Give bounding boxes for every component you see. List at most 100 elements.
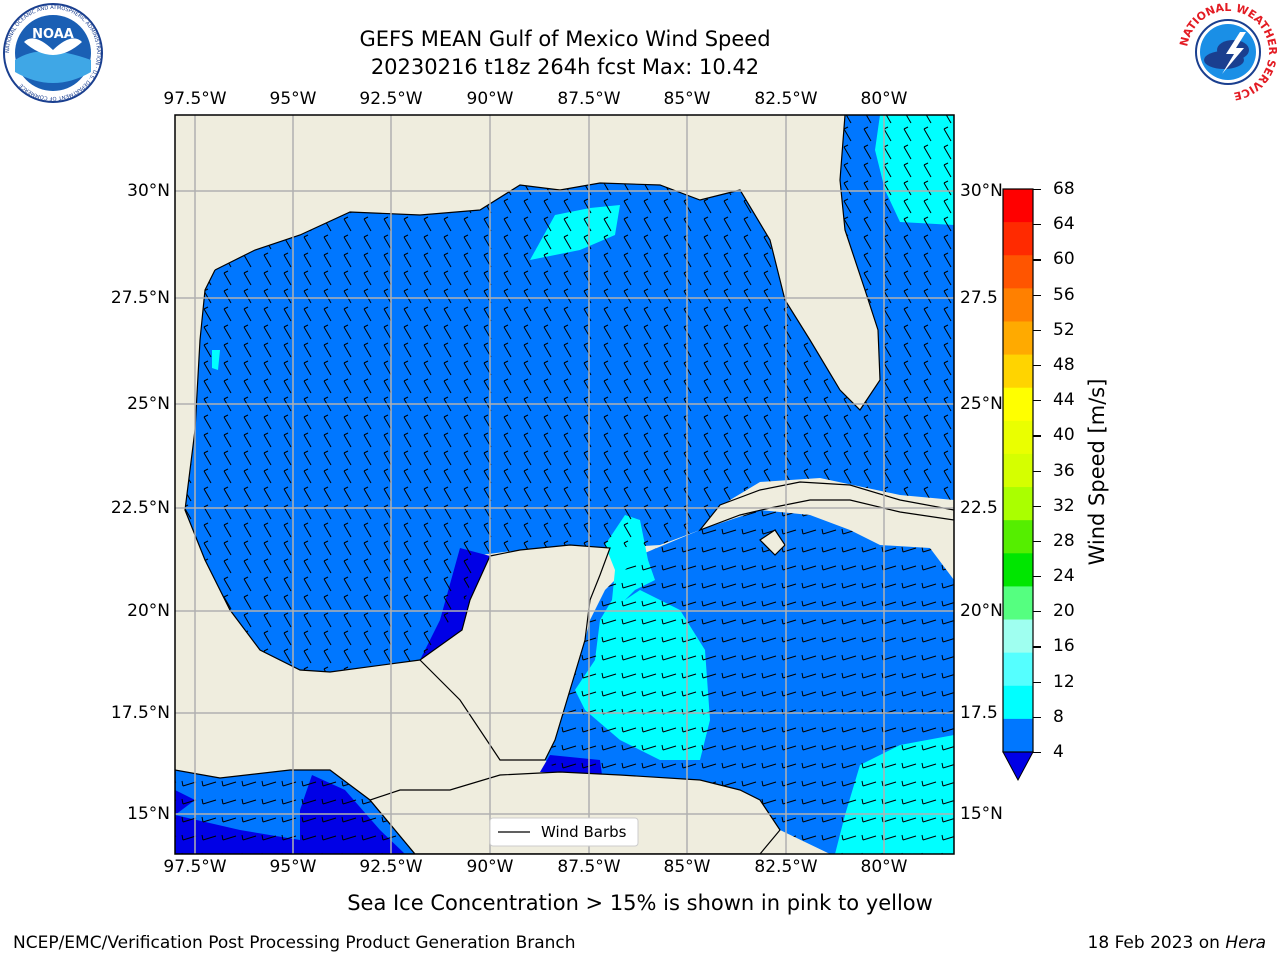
colorbar-tick-label: 48	[1053, 354, 1075, 375]
lon-label-bottom-92.5: 92.5°W	[359, 857, 423, 877]
colorbar-segment	[1003, 685, 1033, 720]
colorbar	[1002, 188, 1034, 782]
legend-label: Wind Barbs	[541, 823, 627, 841]
map-frame	[174, 114, 955, 855]
yucatan-land	[419, 544, 611, 761]
colorbar-tick-label: 12	[1053, 671, 1075, 692]
nws-logo: NATIONAL WEATHER SERVICE	[1177, 1, 1279, 103]
colorbar-extend-arrow	[1002, 751, 1034, 782]
colorbar-segment	[1003, 619, 1033, 654]
lon-label-bottom-95: 95°W	[269, 857, 317, 877]
lon-label-bottom-97.5: 97.5°W	[163, 857, 227, 877]
title-line-1: GEFS MEAN Gulf of Mexico Wind Speed	[359, 27, 771, 51]
colorbar-tick-mark	[1033, 329, 1041, 331]
footer-right: 18 Feb 2023 on Hera	[1088, 933, 1266, 953]
lat-label-left-22.5: 22.5°N	[110, 498, 170, 518]
honduras-land	[368, 771, 781, 854]
lon-label-top-80: 80°W	[860, 89, 908, 109]
lon-label-bottom-87.5: 87.5°W	[557, 857, 621, 877]
colorbar-segment	[1003, 288, 1033, 322]
colorbar-tick-label: 68	[1053, 179, 1075, 199]
pacific-wind-barbs	[175, 770, 415, 854]
colorbar-tick-mark	[1033, 716, 1041, 718]
colorbar-tick-label: 64	[1053, 214, 1075, 235]
colorbar-tick-mark	[1033, 505, 1041, 507]
colorbar-tick-label: 36	[1053, 460, 1075, 481]
colorbar-tick-mark	[1033, 400, 1041, 402]
colorbar-tick-label: 4	[1053, 742, 1064, 762]
colorbar-tick-mark	[1033, 435, 1041, 437]
colorbar-tick-mark	[1033, 646, 1041, 648]
colorbar-tick-label: 24	[1053, 566, 1075, 587]
noaa-logo: NOAA NATIONAL OCEANIC AND ATMOSPHERIC AD…	[2, 2, 104, 104]
colorbar-tick-mark	[1033, 681, 1041, 683]
lon-label-top-87.5: 87.5°W	[557, 89, 621, 109]
lat-label-left-25: 25°N	[127, 394, 170, 414]
lat-label-left-27.5: 27.5°N	[110, 288, 170, 308]
nws-logo-icon: NATIONAL WEATHER SERVICE	[1177, 1, 1279, 103]
colorbar-tick-mark	[1033, 470, 1041, 472]
colorbar-tick-label: 40	[1053, 425, 1075, 446]
colorbar-tick-mark	[1033, 364, 1041, 367]
noaa-logo-text: NOAA	[32, 27, 74, 42]
lon-label-top-95: 95°W	[269, 89, 317, 109]
lon-label-top-92.5: 92.5°W	[359, 89, 423, 109]
us-coastline	[214, 115, 881, 411]
sea-ice-subtitle: Sea Ice Concentration > 15% is shown in …	[347, 891, 933, 915]
lon-label-bottom-90: 90°W	[466, 857, 514, 877]
colorbar-tick-label: 52	[1053, 319, 1075, 340]
colorbar-segment	[1003, 189, 1033, 223]
colorbar-segment	[1003, 387, 1033, 422]
colorbar-tick-label: 8	[1053, 706, 1064, 727]
lat-label-left-17.5: 17.5°N	[110, 703, 170, 723]
colorbar-segment	[1003, 520, 1033, 554]
lon-label-bottom-80: 80°W	[860, 857, 908, 877]
colorbar-segment	[1003, 553, 1033, 587]
cuba-land	[698, 481, 954, 532]
colorbar-tick-mark	[1033, 576, 1041, 578]
lat-label-right-30: 30°N	[960, 181, 1003, 201]
colorbar-label: Wind Speed [m/s]	[1085, 378, 1109, 566]
colorbar-segment	[1003, 586, 1033, 621]
lat-label-right-27.5: 27.5	[960, 288, 998, 308]
colorbar-segment	[1003, 354, 1033, 389]
gulf-wind-barbs	[185, 115, 954, 672]
colorbar-segment	[1003, 652, 1033, 687]
colorbar-segment	[1003, 255, 1033, 289]
lat-label-right-17.5: 17.5	[960, 703, 998, 723]
colorbar-tick-label: 60	[1053, 249, 1075, 270]
noaa-logo-icon: NOAA NATIONAL OCEANIC AND ATMOSPHERIC AD…	[3, 3, 103, 103]
isla-juventud-land	[759, 529, 786, 556]
colorbar-tick-label: 16	[1053, 636, 1075, 657]
footer-left: NCEP/EMC/Verification Post Processing Pr…	[13, 933, 576, 953]
footer-host: Hera	[1225, 933, 1266, 953]
colorbar-segment	[1003, 487, 1033, 521]
lat-label-left-30: 30°N	[127, 181, 170, 201]
colorbar-tick-mark	[1033, 259, 1041, 261]
lat-label-right-20: 20°N	[960, 601, 1003, 621]
colorbar-tick-label: 56	[1053, 284, 1075, 305]
colorbar-segment	[1003, 222, 1033, 256]
lon-label-top-85: 85°W	[663, 89, 711, 109]
lon-label-top-82.5: 82.5°W	[754, 89, 818, 109]
lon-label-bottom-85: 85°W	[663, 857, 711, 877]
colorbar-tick-mark	[1033, 224, 1041, 226]
lat-label-right-15: 15°N	[960, 804, 1003, 824]
colorbar-segment	[1003, 321, 1033, 356]
caribbean-wind-barbs	[545, 510, 954, 854]
lon-label-top-90: 90°W	[466, 89, 514, 109]
lat-lon-grid	[175, 115, 954, 854]
colorbar-tick-mark	[1033, 611, 1041, 613]
legend-box	[489, 817, 639, 847]
lat-label-right-22.5: 22.5	[960, 498, 998, 518]
title-line-2: 20230216 t18z 264h fcst Max: 10.42	[370, 55, 760, 79]
colorbar-segments	[1003, 189, 1033, 753]
lon-label-top-97.5: 97.5°W	[163, 89, 227, 109]
colorbar-tick-label: 20	[1053, 601, 1075, 622]
colorbar-tick-mark	[1033, 189, 1041, 191]
colorbar-tick-mark	[1033, 540, 1041, 543]
colorbar-tick-label: 28	[1053, 530, 1075, 551]
lat-label-left-20: 20°N	[127, 601, 170, 621]
map-plot-area	[175, 115, 954, 854]
